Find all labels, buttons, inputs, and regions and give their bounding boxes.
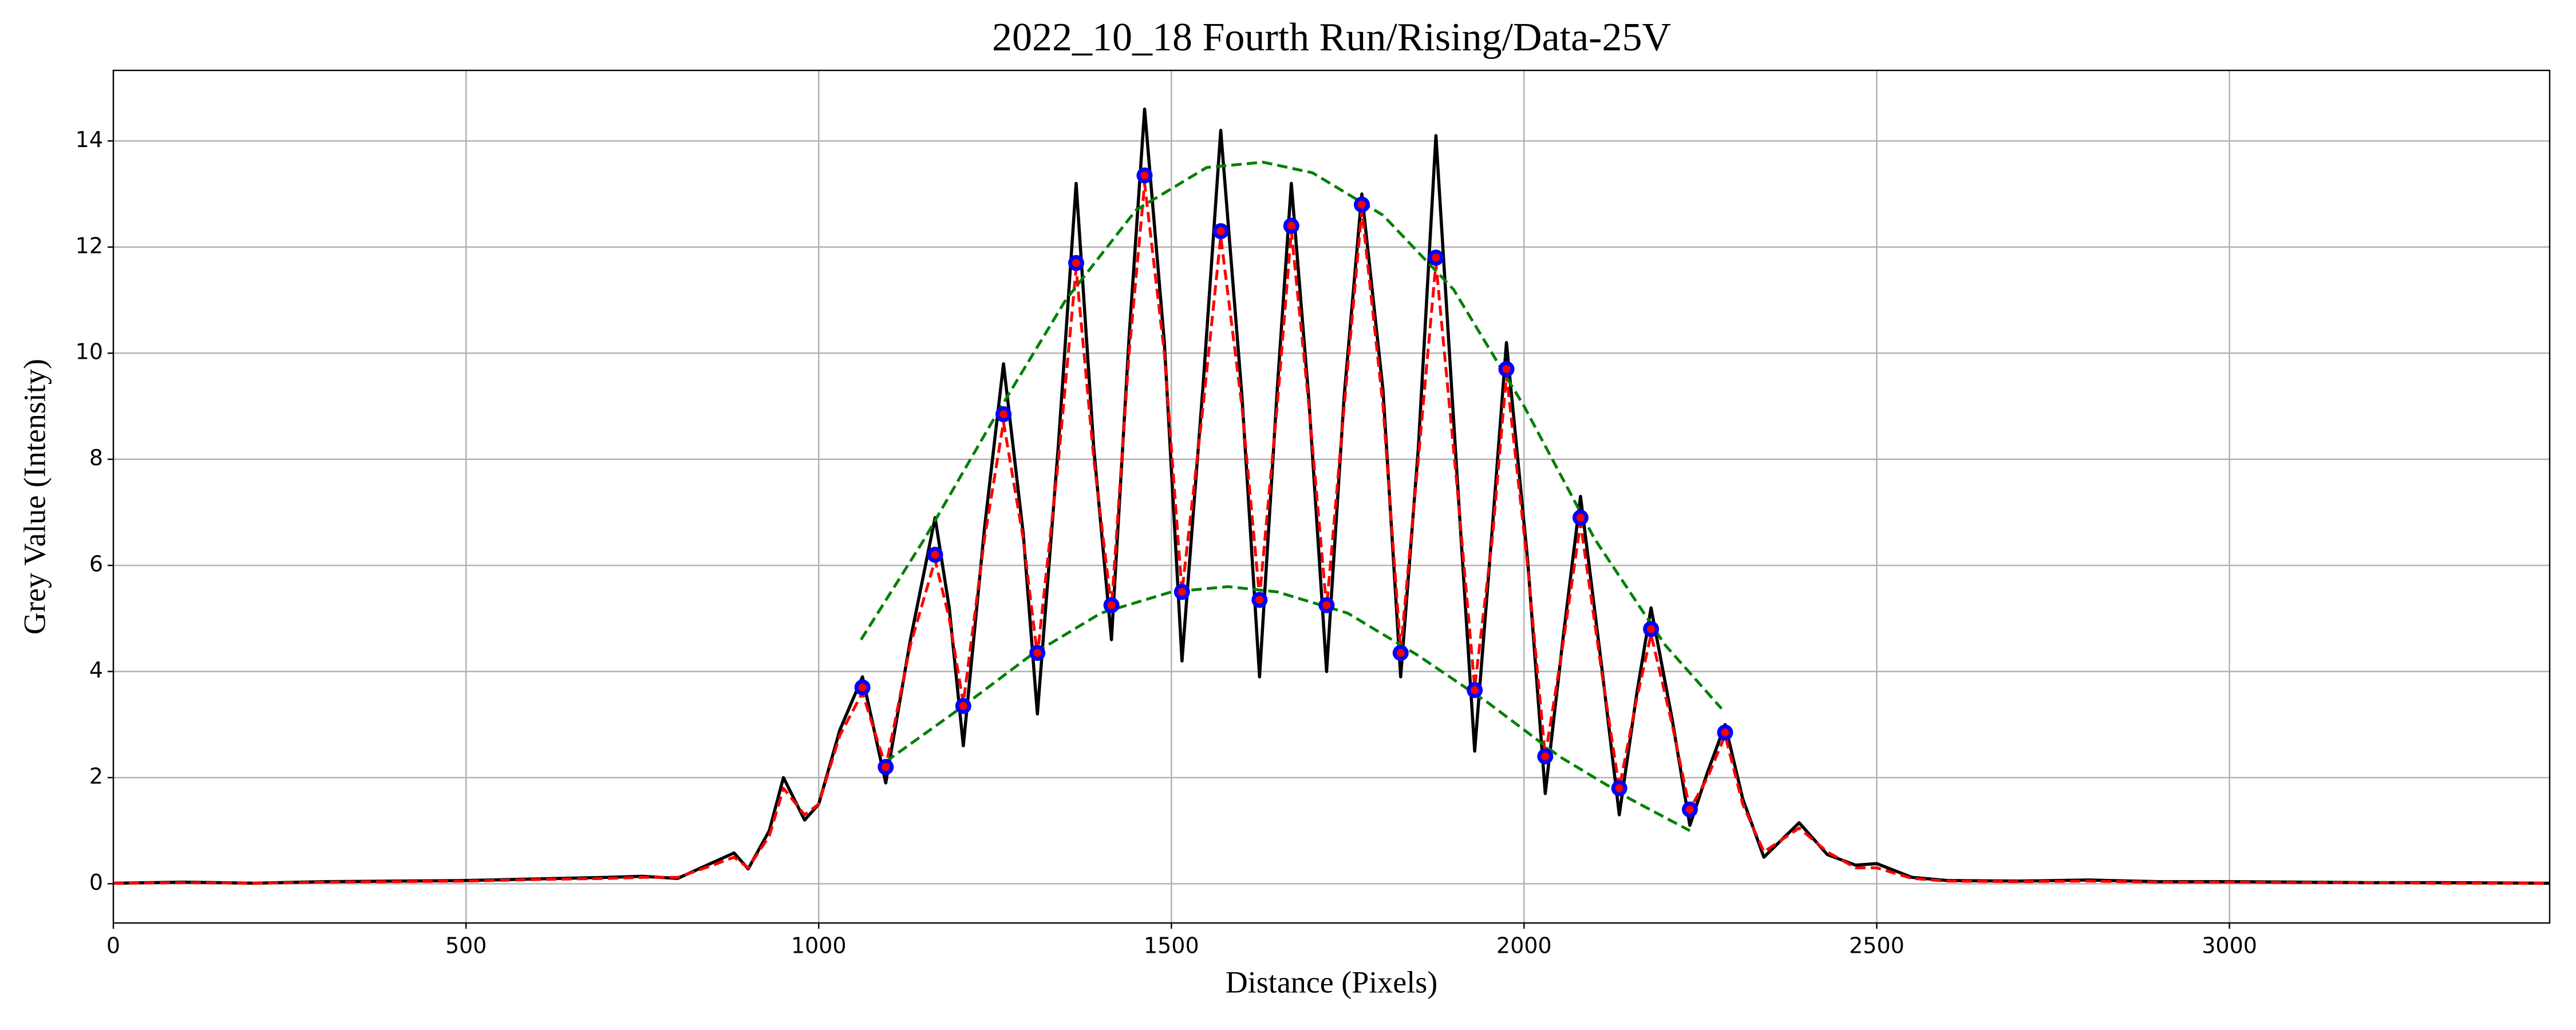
peak-marker-center: [1357, 200, 1366, 209]
peak-marker-center: [1685, 805, 1694, 814]
y-axis-label: Grey Value (Intensity): [17, 359, 52, 635]
y-tick-label: 4: [89, 657, 103, 683]
peak-marker-center: [1178, 588, 1186, 596]
chart-title: 2022_10_18 Fourth Run/Rising/Data-25V: [992, 15, 1671, 60]
peak-marker-center: [1502, 365, 1511, 374]
x-tick-label: 1000: [791, 933, 847, 958]
peak-marker-center: [1471, 686, 1479, 694]
peak-marker-center: [1647, 625, 1656, 633]
peak-marker-center: [1216, 227, 1225, 235]
y-tick-label: 12: [76, 233, 103, 258]
peak-marker-center: [1615, 784, 1623, 793]
plot-frame: [112, 69, 2551, 924]
peak-marker-center: [882, 763, 890, 771]
peak-marker-center: [1576, 513, 1585, 522]
data-line: [113, 107, 2550, 885]
y-tick-label: 0: [89, 870, 103, 895]
y-tick-label: 14: [76, 127, 103, 152]
peak-marker-center: [1107, 601, 1116, 609]
y-tick-label: 6: [89, 552, 103, 577]
peak-marker-center: [1255, 596, 1264, 604]
x-tick-label: 500: [445, 933, 487, 958]
peak-marker-center: [1322, 601, 1331, 609]
x-axis-label: Distance (Pixels): [1226, 965, 1437, 999]
y-tick-label: 10: [76, 339, 103, 365]
x-tick-label: 2500: [1849, 933, 1905, 958]
peak-marker-center: [1541, 752, 1550, 760]
y-tick-label: 2: [89, 763, 103, 789]
peak-marker-center: [1287, 221, 1295, 230]
x-tick-label: 3000: [2202, 933, 2257, 958]
peak-marker-center: [1140, 171, 1149, 180]
peak-marker-center: [1396, 649, 1405, 657]
peak-marker-center: [1721, 728, 1729, 737]
peak-marker-center: [1432, 253, 1440, 262]
peak-marker-center: [931, 550, 939, 559]
peak-marker-center: [959, 702, 967, 710]
peak-marker-center: [1033, 649, 1042, 657]
peak-marker-center: [1072, 259, 1080, 267]
peak-marker-center: [858, 683, 867, 692]
x-tick-label: 1500: [1144, 933, 1199, 958]
x-tick-label: 2000: [1496, 933, 1552, 958]
data-line: [884, 585, 1691, 832]
y-tick-label: 8: [89, 445, 103, 470]
data-line: [113, 182, 2550, 885]
peak-marker-center: [999, 410, 1008, 418]
x-tick-label: 0: [106, 933, 120, 958]
